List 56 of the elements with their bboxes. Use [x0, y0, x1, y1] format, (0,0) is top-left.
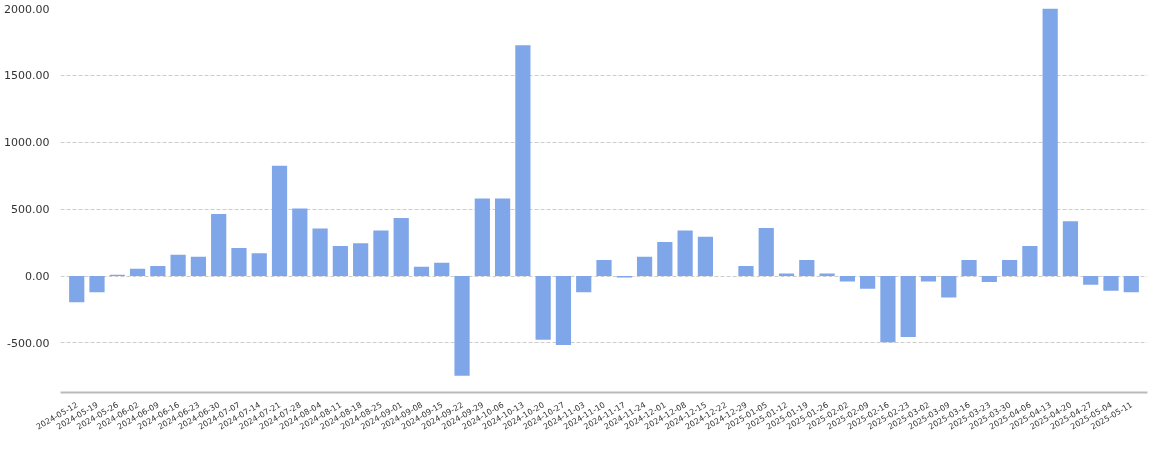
bar [353, 243, 369, 277]
bar [1083, 276, 1099, 285]
bar [860, 276, 876, 289]
bar [332, 245, 348, 277]
bar [941, 276, 957, 298]
bar [89, 276, 105, 293]
bar [961, 260, 977, 277]
bar [129, 268, 146, 277]
bar [1103, 276, 1119, 291]
bar [150, 266, 166, 277]
y-tick-label: 2000.00 [4, 2, 50, 16]
bar [454, 276, 470, 376]
bar [576, 276, 592, 293]
bar [758, 227, 774, 277]
bar [1123, 276, 1139, 293]
bar [839, 276, 855, 282]
bar [535, 276, 551, 340]
bar [677, 230, 693, 277]
bar [920, 276, 937, 282]
bar [1042, 8, 1058, 277]
bar [69, 276, 85, 303]
bar [880, 276, 896, 343]
y-tick-label: -500.00 [7, 336, 50, 350]
bar [292, 208, 308, 277]
bar [251, 253, 267, 277]
bar [474, 198, 490, 277]
bar [211, 213, 227, 277]
bar [393, 217, 409, 277]
bar [1062, 221, 1079, 277]
bar [738, 266, 754, 277]
bar [271, 165, 288, 277]
bar [981, 276, 997, 283]
bar [1001, 260, 1018, 277]
bar [900, 276, 916, 337]
bar [373, 230, 389, 277]
bar [413, 266, 430, 277]
bar [799, 260, 815, 277]
bar [190, 256, 207, 277]
bar [636, 256, 653, 277]
bar [170, 254, 186, 277]
y-tick-label: 1000.00 [4, 136, 50, 150]
y-tick-label: 1500.00 [4, 69, 50, 83]
bar [697, 236, 713, 277]
bar [819, 273, 835, 277]
bar [495, 198, 511, 277]
y-tick-label: 0.00 [25, 270, 50, 284]
bar [312, 228, 328, 277]
bar [555, 276, 572, 345]
bar [778, 273, 795, 277]
bar [231, 248, 247, 277]
bar [515, 45, 531, 277]
bar [596, 260, 612, 277]
y-tick-label: 500.00 [11, 203, 50, 217]
bar [657, 241, 673, 277]
bar [1022, 245, 1038, 277]
bar [434, 262, 450, 277]
